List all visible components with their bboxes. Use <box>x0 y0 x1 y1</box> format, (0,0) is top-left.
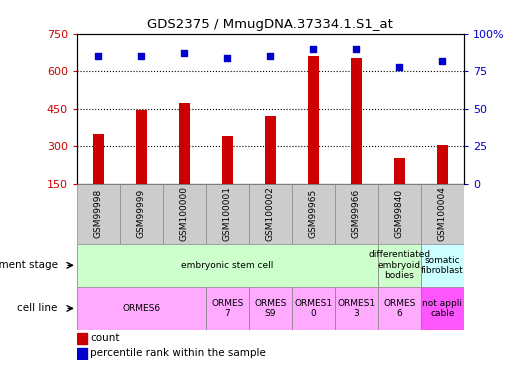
FancyBboxPatch shape <box>206 184 249 244</box>
FancyBboxPatch shape <box>77 287 206 330</box>
Bar <box>179 102 190 184</box>
Text: ORMES
S9: ORMES S9 <box>254 299 287 318</box>
FancyBboxPatch shape <box>249 287 292 330</box>
Text: ORMES
7: ORMES 7 <box>211 299 243 318</box>
Text: GSM100000: GSM100000 <box>180 186 189 241</box>
Bar <box>351 57 361 184</box>
Text: ORMES6: ORMES6 <box>122 304 161 313</box>
Text: cell line: cell line <box>17 303 57 313</box>
Text: ORMES1
3: ORMES1 3 <box>337 299 375 318</box>
Bar <box>394 158 404 184</box>
Point <box>94 53 103 59</box>
Bar <box>77 333 86 344</box>
Text: percentile rank within the sample: percentile rank within the sample <box>91 348 266 358</box>
Bar <box>222 136 233 184</box>
FancyBboxPatch shape <box>120 184 163 244</box>
Text: ORMES
6: ORMES 6 <box>383 299 416 318</box>
Text: embryonic stem cell: embryonic stem cell <box>181 261 273 270</box>
Bar <box>136 110 147 184</box>
Text: somatic
fibroblast: somatic fibroblast <box>421 256 464 275</box>
Bar <box>437 145 448 184</box>
Text: development stage: development stage <box>0 260 57 270</box>
Text: GSM100004: GSM100004 <box>438 186 447 241</box>
FancyBboxPatch shape <box>421 184 464 244</box>
FancyBboxPatch shape <box>335 184 378 244</box>
FancyBboxPatch shape <box>378 287 421 330</box>
Text: GSM100001: GSM100001 <box>223 186 232 241</box>
FancyBboxPatch shape <box>77 184 120 244</box>
FancyBboxPatch shape <box>249 184 292 244</box>
Point <box>352 46 360 52</box>
Point <box>438 58 446 64</box>
Text: GSM99966: GSM99966 <box>352 189 361 238</box>
Point <box>395 64 403 70</box>
Point <box>180 50 189 56</box>
FancyBboxPatch shape <box>378 244 421 287</box>
Text: GSM99999: GSM99999 <box>137 189 146 238</box>
FancyBboxPatch shape <box>378 184 421 244</box>
Text: GSM100002: GSM100002 <box>266 186 275 241</box>
Text: count: count <box>91 333 120 343</box>
Text: GSM99965: GSM99965 <box>309 189 318 238</box>
Point <box>266 53 275 59</box>
FancyBboxPatch shape <box>206 287 249 330</box>
Point <box>137 53 146 59</box>
Text: ORMES1
0: ORMES1 0 <box>294 299 332 318</box>
FancyBboxPatch shape <box>292 287 335 330</box>
FancyBboxPatch shape <box>77 244 378 287</box>
Bar <box>265 116 276 184</box>
Bar <box>93 134 104 184</box>
Bar <box>308 56 319 184</box>
FancyBboxPatch shape <box>163 184 206 244</box>
Text: GSM99840: GSM99840 <box>395 189 404 238</box>
FancyBboxPatch shape <box>421 287 464 330</box>
Point <box>309 46 317 52</box>
FancyBboxPatch shape <box>335 287 378 330</box>
FancyBboxPatch shape <box>292 184 335 244</box>
Text: differentiated
embryoid
bodies: differentiated embryoid bodies <box>368 251 430 280</box>
Point <box>223 55 232 61</box>
FancyBboxPatch shape <box>421 244 464 287</box>
Title: GDS2375 / MmugDNA.37334.1.S1_at: GDS2375 / MmugDNA.37334.1.S1_at <box>147 18 393 31</box>
Text: GSM99998: GSM99998 <box>94 189 103 238</box>
Text: not appli
cable: not appli cable <box>422 299 462 318</box>
Bar <box>77 348 86 358</box>
